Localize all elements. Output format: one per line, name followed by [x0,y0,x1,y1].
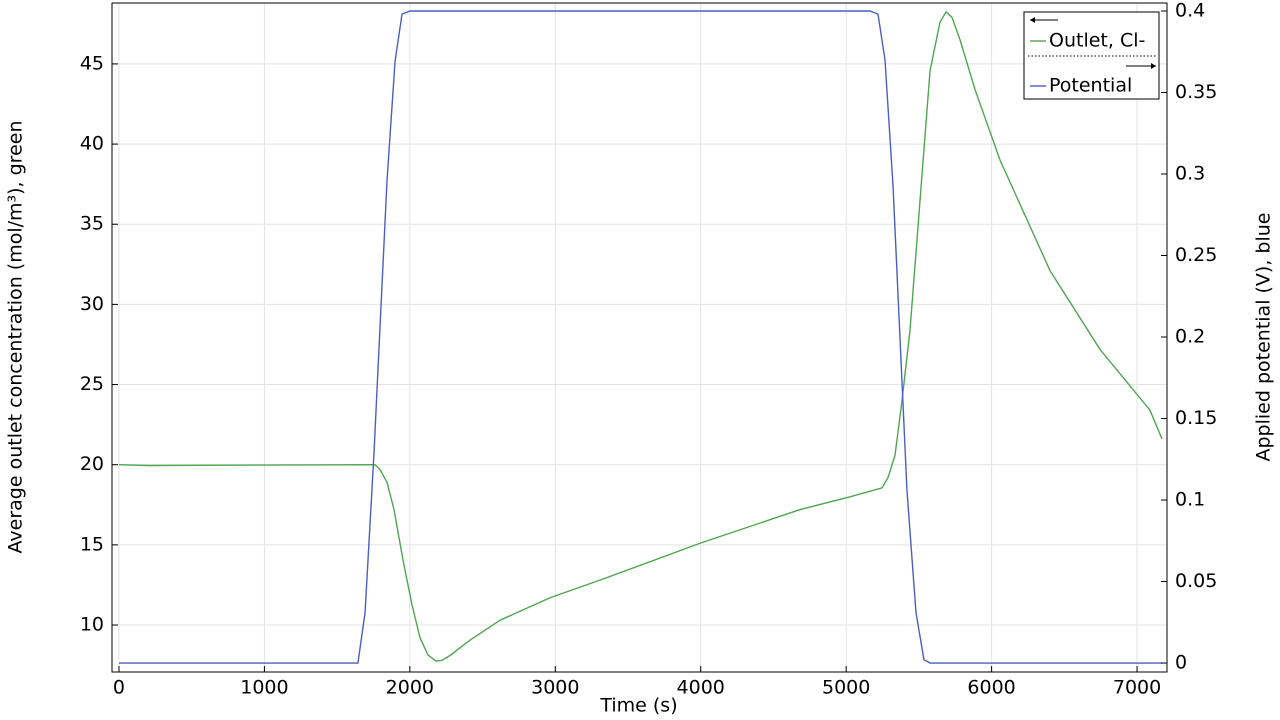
legend-arrowhead [1030,17,1035,23]
y-tick-label: 40 [80,133,104,155]
y-tick-label: 20 [80,453,104,475]
y2-tick-label: 0 [1175,652,1187,674]
y2-tick-label: 0.1 [1175,489,1205,511]
legend-label: Outlet, Cl- [1049,30,1145,52]
x-axis-label: Time (s) [599,695,677,717]
plot-frame [111,2,1168,673]
y-tick-label: 25 [80,373,104,395]
legend: Outlet, Cl- Potential [1023,11,1160,100]
x-tick-label: 6000 [967,677,1015,699]
y2-tick-label: 0.35 [1175,81,1217,103]
x-tick-label: 2000 [386,677,434,699]
y-tick-label: 15 [80,533,104,555]
lines [118,10,1163,664]
y2-tick-label: 0.4 [1175,0,1205,21]
y-tick-label: 10 [80,614,104,636]
y2-tick-label: 0.2 [1175,326,1205,348]
data-line [118,10,1163,662]
y-tick-label: 45 [80,52,104,74]
legend-label: Potential [1049,75,1132,97]
y-tick-label: 35 [80,213,104,235]
x-tick-label: 3000 [531,677,579,699]
y-tick-label: 30 [80,293,104,315]
y2-tick-label: 0.3 [1175,162,1205,184]
x-tick-label: 7000 [1113,677,1161,699]
x-tick-label: 0 [113,677,125,699]
ticks: 0 1000 2000 3000 4000 5000 6000 7000 10 15 20 25 30 3… [80,0,1218,699]
data-line [118,10,1163,664]
y2-axis-label: Applied potential (V), blue [1253,213,1275,462]
y2-tick-label: 0.25 [1175,244,1217,266]
x-tick-label: 1000 [240,677,288,699]
y2-tick-label: 0.05 [1175,570,1217,592]
y2-tick-label: 0.15 [1175,407,1217,429]
legend-arrowhead [1151,63,1156,69]
x-tick-label: 5000 [822,677,870,699]
x-tick-label: 4000 [677,677,725,699]
y-axis-label: Average outlet concentration (mol/m³), g… [5,121,27,554]
grid [112,3,1167,672]
